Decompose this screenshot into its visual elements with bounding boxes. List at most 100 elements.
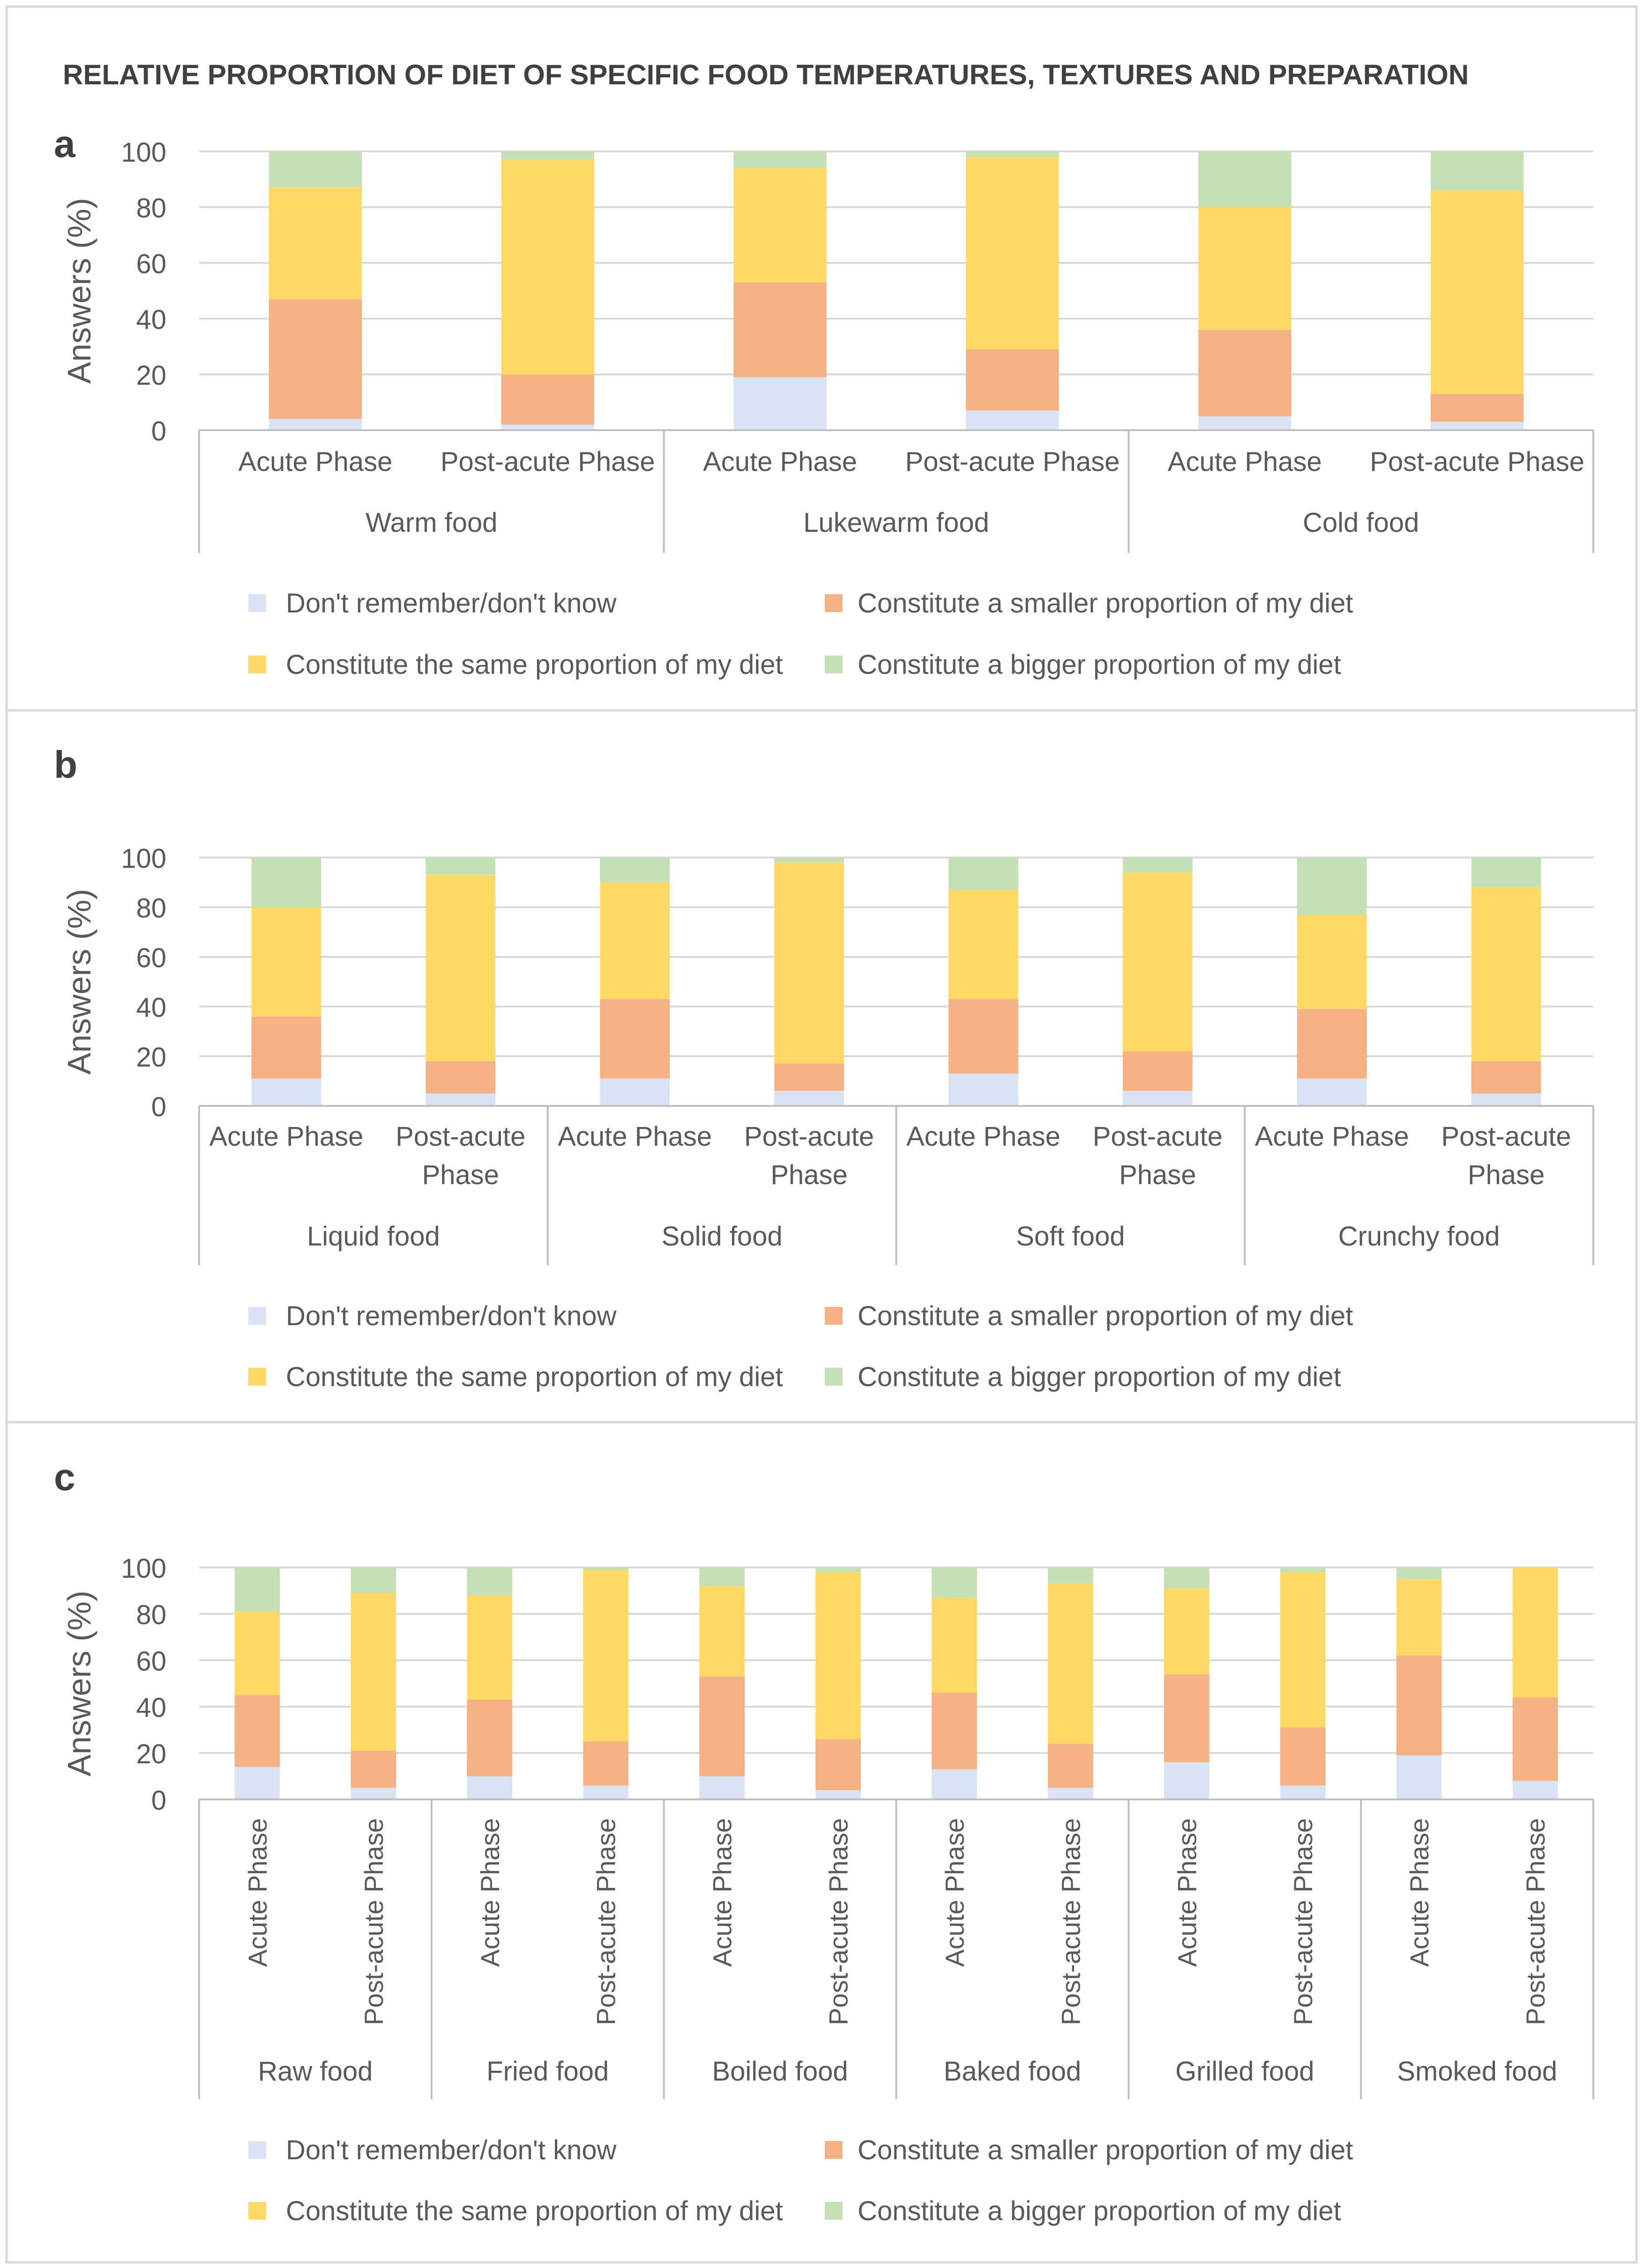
legend-label: Constitute the same proportion of my die… <box>286 649 783 680</box>
legend-swatch-smaller <box>825 1307 843 1325</box>
bar-segment-same <box>251 907 321 1017</box>
panel-label: a <box>54 123 76 165</box>
group-label: Warm food <box>366 507 497 538</box>
legend-swatch-same <box>248 656 266 673</box>
x-tick-label-line2: Phase <box>422 1160 499 1190</box>
bar-segment-dont_know <box>1512 1781 1558 1799</box>
legend-swatch-same <box>248 1368 266 1386</box>
legend-swatch-dont_know <box>248 594 266 612</box>
y-tick-label: 40 <box>136 992 166 1023</box>
group-label: Crunchy food <box>1338 1221 1500 1252</box>
legend-swatch-dont_know <box>248 2141 266 2159</box>
bar-segment-bigger <box>467 1567 513 1596</box>
group-label: Cold food <box>1303 507 1419 538</box>
legend-label: Constitute a smaller proportion of my di… <box>858 1301 1353 1331</box>
bar-segment-dont_know <box>1280 1785 1326 1799</box>
panel-a: a 0 20 40 60 80 100 Answers (%) Acute Phase Post-… <box>5 5 1638 712</box>
bar-segment-same <box>1430 190 1524 394</box>
y-tick-label: 0 <box>151 1092 166 1122</box>
bar-segment-smaller <box>1297 1009 1367 1079</box>
bar-segment-bigger <box>1297 858 1367 915</box>
bar-segment-smaller <box>251 1016 321 1079</box>
bar-segment-dont_know <box>1048 1788 1093 1799</box>
bar-segment-smaller <box>234 1695 280 1767</box>
x-tick-label: Post-acute Phase <box>591 1818 621 2025</box>
bar-segment-bigger <box>1048 1567 1093 1584</box>
bar-segment-smaller <box>815 1739 861 1791</box>
bar-segment-bigger <box>1280 1567 1326 1572</box>
legend-label: Constitute a bigger proportion of my die… <box>858 2196 1341 2226</box>
bar-segment-smaller <box>600 999 670 1079</box>
bar-segment-same <box>1512 1567 1558 1698</box>
legend-swatch-smaller <box>825 594 843 612</box>
bar-segment-dont_know <box>351 1788 396 1799</box>
bar-segment-same <box>1280 1572 1326 1728</box>
bar-segment-smaller <box>1164 1674 1210 1762</box>
bar-segment-same <box>1164 1588 1210 1674</box>
legend-label: Don't remember/don't know <box>286 1301 617 1331</box>
legend-label: Don't remember/don't know <box>286 2135 617 2165</box>
bar-segment-dont_know <box>583 1785 629 1799</box>
bar-segment-same <box>501 159 594 374</box>
bar-segment-same <box>583 1569 629 1742</box>
bar-segment-same <box>467 1595 513 1700</box>
x-tick-label-line2: Phase <box>1119 1160 1196 1190</box>
bar-segment-bigger <box>1198 151 1292 207</box>
y-axis-title: Answers (%) <box>61 198 97 384</box>
bar-segment-smaller <box>351 1751 396 1788</box>
bar-segment-smaller <box>1471 1061 1541 1094</box>
y-tick-label: 20 <box>136 360 166 391</box>
bar-segment-same <box>948 889 1018 1000</box>
group-label: Smoked food <box>1397 2056 1557 2087</box>
bar-segment-dont_know <box>269 419 362 430</box>
group-label: Baked food <box>944 2056 1081 2087</box>
bar-segment-same <box>1471 887 1541 1061</box>
x-tick-label: Acute Phase <box>243 1818 272 1967</box>
bar-segment-dont_know <box>426 1093 496 1106</box>
legend-label: Constitute a bigger proportion of my die… <box>858 1362 1341 1392</box>
bar-segment-same <box>1048 1583 1093 1744</box>
y-tick-label: 40 <box>136 305 166 335</box>
legend-swatch-dont_know <box>248 1307 266 1325</box>
bar-segment-bigger <box>966 151 1059 157</box>
bar-segment-bigger <box>948 858 1018 890</box>
group-label: Grilled food <box>1175 2056 1314 2087</box>
bar-segment-bigger <box>351 1567 396 1593</box>
bar-segment-smaller <box>699 1676 745 1776</box>
y-tick-label: 60 <box>136 249 166 279</box>
bar-segment-dont_know <box>966 410 1059 430</box>
legend-label: Constitute a smaller proportion of my di… <box>858 588 1353 619</box>
bar-segment-dont_know <box>1430 422 1524 430</box>
bar-segment-smaller <box>1280 1727 1326 1786</box>
bar-segment-same <box>426 875 496 1061</box>
bar-segment-bigger <box>932 1567 977 1598</box>
x-tick-label: Acute Phase <box>1404 1818 1434 1967</box>
x-tick-label: Acute Phase <box>940 1818 969 1967</box>
bar-segment-dont_know <box>1396 1755 1442 1799</box>
x-tick-label: Acute Phase <box>209 1121 363 1152</box>
y-tick-label: 20 <box>136 1739 166 1769</box>
x-tick-label: Acute Phase <box>558 1121 712 1152</box>
x-tick-label: Acute Phase <box>708 1818 737 1967</box>
bar-segment-smaller <box>966 349 1059 411</box>
bar-segment-same <box>699 1586 745 1677</box>
x-tick-label: Post-acute Phase <box>1288 1818 1318 2025</box>
group-label: Boiled food <box>712 2056 848 2087</box>
bar-segment-bigger <box>774 858 844 863</box>
y-tick-label: 100 <box>121 843 166 874</box>
bar-segment-same <box>269 187 362 299</box>
x-tick-label: Post-acute Phase <box>1370 447 1584 477</box>
bar-segment-dont_know <box>733 377 827 430</box>
panel-b: b 0 20 40 60 80 100 Answers (%) Acute Phase Post-… <box>5 709 1638 1424</box>
x-tick-label: Acute Phase <box>238 447 392 477</box>
x-tick-label: Acute Phase <box>703 447 857 477</box>
legend-label: Don't remember/don't know <box>286 588 617 619</box>
x-tick-label: Post-acute Phase <box>1056 1818 1085 2025</box>
bar-segment-dont_know <box>251 1078 321 1106</box>
bar-segment-smaller <box>1396 1656 1442 1755</box>
bar-segment-smaller <box>501 374 594 425</box>
x-tick-label-line2: Phase <box>1468 1160 1545 1190</box>
x-tick-label-line1: Post-acute <box>744 1121 874 1152</box>
panels: a 0 20 40 60 80 100 Answers (%) Acute Phase Post-… <box>5 5 1638 2264</box>
